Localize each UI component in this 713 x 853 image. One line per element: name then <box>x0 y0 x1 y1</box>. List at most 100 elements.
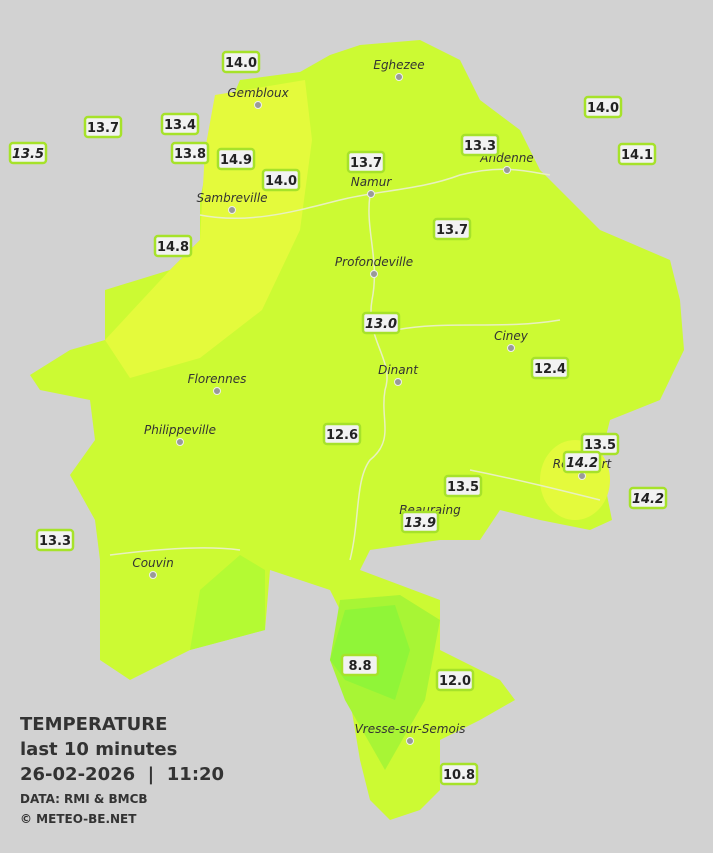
town-dot <box>176 438 184 446</box>
town-label: Ciney <box>494 329 529 343</box>
station-value: 10.8 <box>443 768 475 783</box>
town-label: Profondeville <box>335 255 413 269</box>
town-dot <box>503 166 511 174</box>
station: 14.2 <box>562 450 602 474</box>
station: 14.0 <box>583 95 623 119</box>
legend: TEMPERATURE last 10 minutes 26-02-2026 |… <box>20 714 224 826</box>
town-label: Couvin <box>132 556 173 570</box>
town-dot <box>370 270 378 278</box>
station-value: 14.2 <box>632 492 664 507</box>
station-box <box>435 668 475 692</box>
station: 14.9 <box>216 147 256 171</box>
warm-zone <box>105 80 312 378</box>
station-box <box>221 50 261 74</box>
station-value: 13.5 <box>12 147 44 162</box>
station-box <box>439 762 479 786</box>
station-box <box>628 486 668 510</box>
town-dot <box>394 378 402 386</box>
legend-datetime: 26-02-2026 | 11:20 <box>20 764 224 785</box>
station: 14.0 <box>261 168 301 192</box>
town-dot <box>406 737 414 745</box>
station-value: 14.0 <box>587 101 619 116</box>
station-box <box>216 147 256 171</box>
town-label: Namur <box>351 175 393 189</box>
station: 13.5 <box>8 141 48 165</box>
town-label: Dinant <box>378 363 419 377</box>
station-box <box>617 142 657 166</box>
station: 8.8 <box>340 653 380 677</box>
station-box <box>322 422 362 446</box>
station-value: 13.3 <box>464 139 496 154</box>
station-box <box>170 141 210 165</box>
station-box <box>8 141 48 165</box>
station-value: 14.0 <box>225 56 257 71</box>
town-label: Vresse-sur-Semois <box>355 722 466 736</box>
station-value: 14.9 <box>220 153 252 168</box>
station-box <box>153 234 193 258</box>
station-box <box>261 168 301 192</box>
station-value: 12.6 <box>326 428 358 443</box>
town-dot <box>395 73 403 81</box>
legend-period: last 10 minutes <box>20 739 177 760</box>
station-value: 14.1 <box>621 148 653 163</box>
station-box <box>160 112 200 136</box>
station-box <box>530 356 570 380</box>
town-dot <box>507 344 515 352</box>
town-label: Philippeville <box>144 423 216 437</box>
station-value: 13.4 <box>164 118 196 133</box>
station: 14.2 <box>628 486 668 510</box>
station: 13.8 <box>170 141 210 165</box>
station-value: 13.9 <box>404 516 436 531</box>
station-value: 13.3 <box>39 534 71 549</box>
station-value: 13.5 <box>447 480 479 495</box>
station: 13.7 <box>432 217 472 241</box>
station-value: 13.7 <box>87 121 119 136</box>
town-label: Florennes <box>188 372 247 386</box>
cool-zone <box>190 555 265 650</box>
station: 12.4 <box>530 356 570 380</box>
station: 14.8 <box>153 234 193 258</box>
town-dot <box>228 206 236 214</box>
station-value: 13.0 <box>365 317 397 332</box>
station-value: 12.4 <box>534 362 566 377</box>
station: 12.6 <box>322 422 362 446</box>
station-box <box>346 150 386 174</box>
station-box <box>583 95 623 119</box>
station: 13.0 <box>361 311 401 335</box>
station: 13.5 <box>580 432 620 456</box>
town-label: Gembloux <box>227 86 289 100</box>
station: 13.5 <box>443 474 483 498</box>
station-value: 13.8 <box>174 147 206 162</box>
station-box <box>443 474 483 498</box>
town-dot <box>213 387 221 395</box>
station-value: 13.7 <box>436 223 468 238</box>
station-box <box>562 450 602 474</box>
station: 13.7 <box>83 115 123 139</box>
station: 14.1 <box>617 142 657 166</box>
station: 14.0 <box>221 50 261 74</box>
station-value: 8.8 <box>348 659 371 674</box>
town-dot <box>578 472 586 480</box>
station-box <box>340 653 380 677</box>
town-dot <box>254 101 262 109</box>
station-box <box>400 510 440 534</box>
legend-title: TEMPERATURE <box>20 714 167 735</box>
station-box <box>35 528 75 552</box>
station-value: 13.7 <box>350 156 382 171</box>
station: 13.3 <box>460 133 500 157</box>
station: 12.0 <box>435 668 475 692</box>
legend-credit: © METEO-BE.NET <box>20 812 137 826</box>
river <box>109 168 601 561</box>
station: 13.4 <box>160 112 200 136</box>
station: 13.7 <box>346 150 386 174</box>
station-value: 14.0 <box>265 174 297 189</box>
station-box <box>83 115 123 139</box>
station: 13.9 <box>400 510 440 534</box>
town-label: Eghezee <box>373 58 424 72</box>
legend-source: DATA: RMI & BMCB <box>20 792 148 806</box>
station: 13.3 <box>35 528 75 552</box>
station-value: 12.0 <box>439 674 471 689</box>
station: 10.8 <box>439 762 479 786</box>
station-box <box>432 217 472 241</box>
